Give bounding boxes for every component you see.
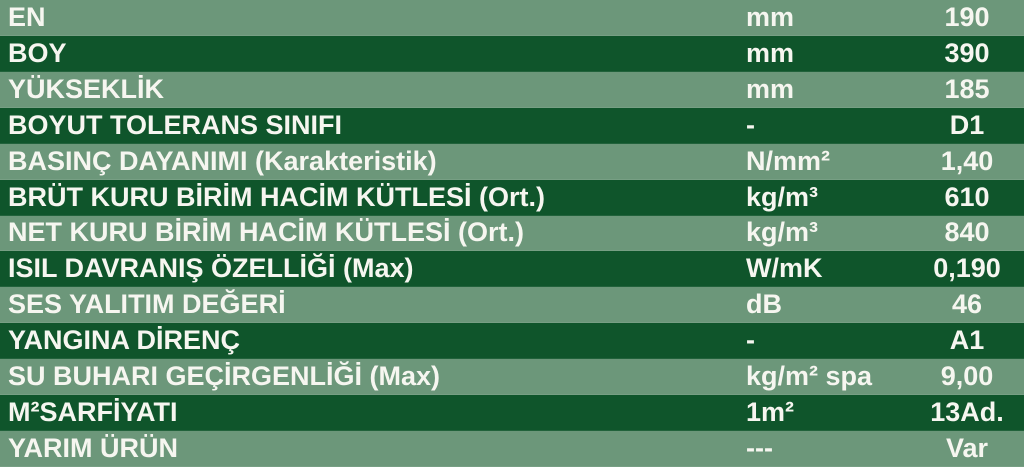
table-row: YARIM ÜRÜN --- Var [0,431,1024,467]
spec-unit: kg/m² spa [746,361,873,392]
table-row: NET KURU BİRİM HACİM KÜTLESİ (Ort.) kg/m³… [0,215,1024,252]
spec-unit: - [746,325,755,356]
spec-value: 185 [944,73,990,104]
spec-value: 1,40 [940,145,994,176]
spec-value: 46 [951,289,983,320]
table-row: BRÜT KURU BİRİM HACİM KÜTLESİ (Ort.) kg/m… [0,179,1024,216]
spec-value: Var [945,433,989,464]
spec-label: BOYUT TOLERANS SINIFI [8,109,343,140]
spec-label: M²SARFİYATI [8,397,178,428]
spec-label: SU BUHARI GEÇİRGENLİĞİ (Max) [8,361,441,392]
spec-value: 190 [944,1,990,32]
spec-unit: N/mm² [746,145,831,176]
spec-value: 0,190 [933,253,1001,284]
spec-label: BASINÇ DAYANIMI (Karakteristik) [8,145,437,176]
spec-label: SES YALITIM DEĞERİ [8,289,286,320]
spec-value: 390 [944,37,990,68]
spec-label: NET KURU BİRİM HACİM KÜTLESİ (Ort.) [8,217,524,248]
table-row: M²SARFİYATI 1m² 13Ad. [0,395,1024,432]
table-row: SES YALITIM DEĞERİ dB 46 [0,287,1024,324]
table-row: BOY mm 390 [0,35,1024,72]
spec-unit: W/mK [746,253,823,284]
table-row: ISIL DAVRANIŞ ÖZELLİĞİ (Max) W/mK 0,190 [0,251,1024,288]
spec-unit: mm [746,1,795,32]
spec-value: 9,00 [940,361,994,392]
spec-label: YÜKSEKLİK [8,73,165,104]
table-row: BASINÇ DAYANIMI (Karakteristik) N/mm² 1,40 [0,143,1024,180]
spec-value: 840 [944,217,990,248]
spec-label: BOY [8,37,67,68]
spec-label: EN [8,1,46,32]
table-row: YANGINA DİRENÇ - A1 [0,323,1024,360]
spec-label: YARIM ÜRÜN [8,433,179,464]
spec-value: A1 [949,325,985,356]
spec-unit: 1m² [746,397,795,428]
spec-unit: --- [746,433,773,464]
spec-value: 610 [944,181,990,212]
table-row: BOYUT TOLERANS SINIFI - D1 [0,107,1024,144]
spec-label: YANGINA DİRENÇ [8,325,241,356]
spec-unit: mm [746,37,795,68]
spec-value: 13Ad. [930,397,1004,428]
spec-label: BRÜT KURU BİRİM HACİM KÜTLESİ (Ort.) [8,181,545,212]
spec-unit: - [746,109,755,140]
table-row: EN mm 190 [0,0,1024,36]
spec-unit: kg/m³ [746,181,819,212]
spec-unit: kg/m³ [746,217,819,248]
spec-value: D1 [949,109,985,140]
spec-unit: mm [746,73,795,104]
spec-unit: dB [746,289,782,320]
table-row: SU BUHARI GEÇİRGENLİĞİ (Max) kg/m² spa 9,0… [0,359,1024,396]
table-row: YÜKSEKLİK mm 185 [0,71,1024,108]
spec-label: ISIL DAVRANIŞ ÖZELLİĞİ (Max) [8,253,414,284]
